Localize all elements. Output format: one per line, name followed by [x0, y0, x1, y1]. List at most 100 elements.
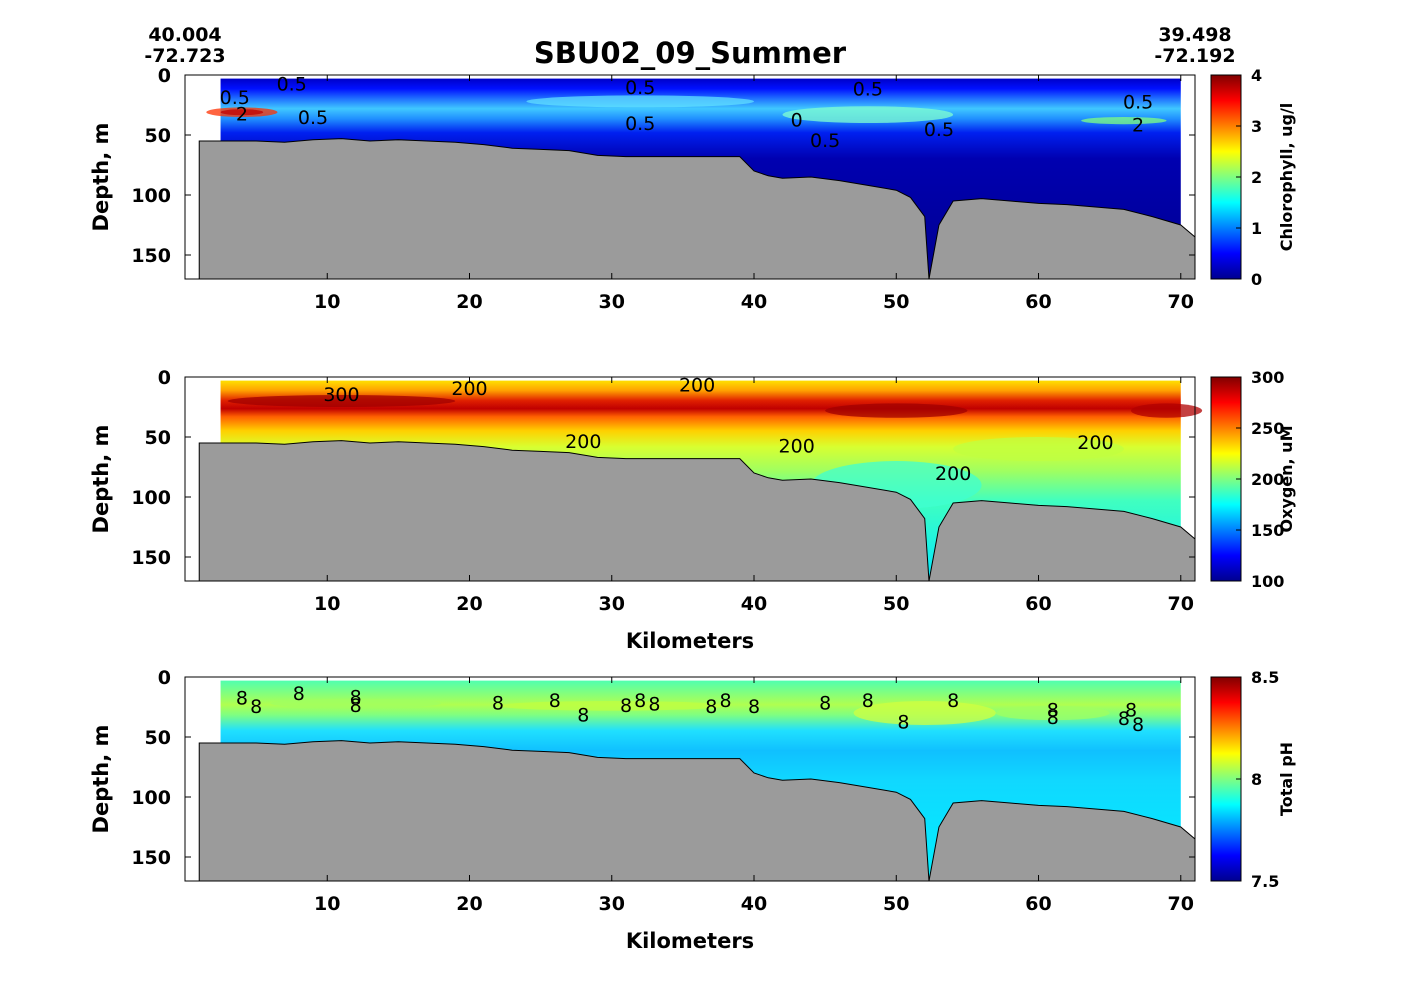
contour-label: 8 — [897, 712, 909, 734]
contour-label: 8 — [748, 696, 760, 718]
panel-oxygen: 300 200 200 200 200 200 200 10 20 30 40 50 60 70 0 50… — [89, 367, 1296, 653]
contour-label: 8 — [620, 695, 632, 717]
colorbar-tick-label: 250 — [1251, 419, 1284, 438]
contour-label: 200 — [565, 431, 601, 453]
highlight-patch — [526, 95, 755, 108]
highlight-patch — [953, 437, 1124, 461]
contour-label: 8 — [577, 704, 589, 726]
contour-label: 8 — [1118, 708, 1130, 730]
colorbar-tick-label: 200 — [1251, 470, 1284, 489]
colorbar-tick-label: 300 — [1251, 368, 1284, 387]
x-tick-label: 50 — [883, 893, 909, 915]
contour-label: 200 — [1077, 432, 1113, 454]
contour-label: 8 — [350, 695, 362, 717]
contour-label: 8 — [1047, 700, 1059, 722]
contour-label: 8 — [236, 688, 248, 710]
y-tick-label: 150 — [131, 245, 171, 267]
y-tick-label: 100 — [131, 185, 171, 207]
contour-label: 8 — [720, 690, 732, 712]
contour-label: 8 — [634, 690, 646, 712]
contour-label: 8 — [492, 692, 504, 714]
y-tick-label: 150 — [131, 847, 171, 869]
y-axis: 0 50 100 150 — [131, 65, 1195, 267]
colorbar-ticks: 0 1 2 3 4 — [1236, 66, 1262, 289]
contour-label: 200 — [451, 378, 487, 400]
highlight-patch — [825, 403, 968, 418]
x-tick-label: 60 — [1025, 291, 1051, 313]
colorbar-ticks: 7.5 8 8.5 — [1236, 668, 1279, 891]
colorbar-tick-label: 2 — [1251, 168, 1262, 187]
contour-label: 8 — [705, 696, 717, 718]
x-tick-label: 10 — [314, 593, 340, 615]
colorbar-label: Oxygen, uM — [1277, 425, 1296, 532]
x-tick-label: 60 — [1025, 893, 1051, 915]
y-tick-label: 0 — [158, 65, 171, 87]
highlight-patch — [497, 701, 726, 711]
highlight-patch — [227, 395, 456, 407]
highlight-patch — [220, 109, 264, 116]
y-tick-label: 100 — [131, 787, 171, 809]
contour-label: 0.5 — [625, 77, 655, 99]
contour-label: 200 — [779, 436, 815, 458]
colorbar-tick-label: 1 — [1251, 219, 1262, 238]
highlight-patch — [1081, 117, 1167, 125]
end-longitude: -72.192 — [1154, 45, 1235, 67]
x-tick-label: 60 — [1025, 593, 1051, 615]
x-axis: 10 20 30 40 50 60 70 — [314, 677, 1194, 915]
contour-label: 0.5 — [853, 78, 883, 100]
contour-label: 0.5 — [1123, 92, 1153, 114]
contour-label: 0.5 — [298, 107, 328, 129]
x-axis-label: Kilometers — [626, 929, 754, 953]
y-axis-label: Depth, m — [89, 123, 113, 232]
x-tick-label: 40 — [741, 593, 767, 615]
panel-chlorophyll: 0.50.52 0.50.50.50.50.520.50.50 10 20 30 40 5… — [89, 65, 1296, 313]
x-axis: 10 20 30 40 50 60 70 — [314, 75, 1194, 313]
seafloor — [198, 138, 1196, 280]
seafloor — [198, 440, 1196, 582]
panel-ph: 8 88 88 8 88 8 8 8 8 8 8 8 888 88 888 10 20 30 40 50 60 70 0… — [89, 667, 1296, 953]
contour-label: 8 — [819, 692, 831, 714]
contour-label: 8 — [350, 686, 362, 708]
colorbar-tick-label: 3 — [1251, 117, 1262, 136]
highlight-patch — [270, 698, 442, 709]
data-highlights — [270, 698, 1110, 725]
x-tick-label: 10 — [314, 291, 340, 313]
x-tick-label: 10 — [314, 893, 340, 915]
colorbar-tick-label: 7.5 — [1251, 872, 1279, 891]
x-tick-label: 30 — [599, 893, 625, 915]
colorbar-tick-label: 100 — [1251, 572, 1284, 591]
y-axis-label: Depth, m — [89, 725, 113, 834]
start-longitude: -72.723 — [144, 45, 225, 67]
contour-label: 0.5 — [277, 74, 307, 96]
x-tick-label: 50 — [883, 291, 909, 313]
contour-label: 0.5 — [810, 130, 840, 152]
y-tick-label: 0 — [158, 667, 171, 689]
y-tick-label: 50 — [145, 427, 171, 449]
contour-label: 200 — [935, 463, 971, 485]
plot-frame — [184, 74, 1196, 280]
plot-frame — [184, 676, 1196, 882]
x-axis: 10 20 30 40 50 60 70 — [314, 377, 1194, 615]
x-tick-label: 50 — [883, 593, 909, 615]
x-tick-label: 30 — [599, 291, 625, 313]
contour-label: 8 — [1125, 700, 1137, 722]
contour-label: 0.5 — [220, 87, 250, 109]
colorbar-tick-label: 8 — [1251, 770, 1262, 789]
colorbar-tick-label: 150 — [1251, 521, 1284, 540]
x-tick-label: 70 — [1168, 893, 1194, 915]
highlight-patch — [995, 705, 1110, 721]
y-axis-label: Depth, m — [89, 425, 113, 534]
colorbar-ticks: 100 150 200 250 300 — [1236, 368, 1284, 591]
contour-label: 0 — [791, 110, 803, 132]
x-tick-label: 70 — [1168, 593, 1194, 615]
contour-label: 2 — [236, 104, 248, 126]
x-tick-label: 40 — [741, 893, 767, 915]
x-tick-label: 20 — [456, 893, 482, 915]
data-highlights — [206, 95, 1167, 125]
x-tick-label: 30 — [599, 593, 625, 615]
contour-label: 8 — [862, 690, 874, 712]
x-tick-label: 40 — [741, 291, 767, 313]
contour-label: 8 — [250, 696, 262, 718]
contour-label: 300 — [323, 384, 359, 406]
